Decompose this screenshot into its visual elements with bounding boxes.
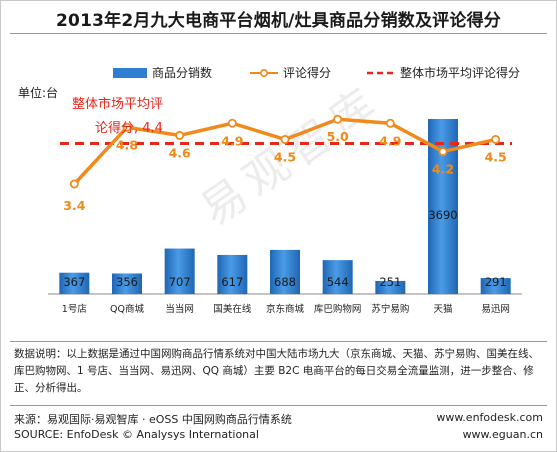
- legend-line-label: 评论得分: [283, 66, 332, 80]
- score-point-6: [385, 118, 395, 128]
- source-cn: 来源：易观国际·易观智库 · eOSS 中国网购商品行情系统: [14, 413, 292, 426]
- score-point-7: [438, 147, 448, 157]
- avg-annotation-line2: 论得分, 4.4: [95, 121, 163, 136]
- bar-4: [270, 249, 300, 294]
- score-point-1: [122, 122, 132, 132]
- score-point-5: [333, 114, 343, 124]
- note-divider: [10, 341, 547, 342]
- x-tick-label-7: 天猫: [433, 303, 452, 315]
- title-divider: [10, 33, 547, 34]
- data-note: 数据说明：以上数据是通过中国网购商品行情系统对中国大陆市场九大（京东商城、天猫、…: [14, 348, 539, 394]
- bar-3: [217, 254, 248, 294]
- bar-value-label-8: 291: [485, 275, 507, 289]
- x-tick-label-4: 京东商城: [266, 303, 305, 315]
- score-label-1: 4.8: [116, 137, 138, 152]
- score-point-0: [69, 179, 79, 189]
- bar-value-label-5: 544: [327, 275, 349, 289]
- bar-value-label-2: 707: [169, 275, 191, 289]
- legend-avg-label: 整体市场平均评论得分: [400, 66, 521, 80]
- legend-bar-label: 商品分销数: [152, 66, 213, 80]
- legend-line-swatch: [250, 68, 278, 78]
- score-point-3: [227, 118, 237, 128]
- legend-line: 评论得分: [250, 64, 331, 81]
- bar-value-label-1: 356: [116, 275, 138, 289]
- x-tick-label-8: 易迅网: [481, 304, 510, 315]
- score-label-4: 4.5: [274, 149, 296, 164]
- x-tick-label-2: 当当网: [165, 303, 194, 315]
- legend-avg: 整体市场平均评论得分: [367, 64, 520, 81]
- bar-value-label-4: 688: [274, 275, 296, 289]
- chart-title: 2013年2月九大电商平台烟机/灶具商品分销数及评论得分: [56, 11, 501, 31]
- score-label-7: 4.2: [432, 162, 454, 177]
- bar-0: [59, 272, 90, 294]
- bar-1: [112, 273, 142, 294]
- score-point-2: [175, 130, 185, 140]
- url-eguan: www.eguan.cn: [462, 428, 543, 441]
- legend-avg-swatch: [367, 68, 395, 78]
- bar-5: [322, 260, 353, 294]
- bar-6: [375, 280, 406, 294]
- footer-divider: [10, 405, 547, 406]
- score-label-5: 5.0: [327, 129, 349, 144]
- bar-2: [164, 248, 195, 294]
- bar-value-label-3: 617: [221, 275, 243, 289]
- url-enfodesk: www.enfodesk.com: [436, 411, 543, 424]
- x-tick-label-3: 国美在线: [213, 303, 252, 315]
- score-label-6: 4.9: [379, 133, 401, 148]
- x-tick-label-5: 库巴购物网: [314, 303, 362, 315]
- bar-8: [480, 278, 511, 294]
- score-label-0: 3.4: [63, 198, 85, 213]
- x-tick-label-0: 1号店: [62, 303, 87, 315]
- avg-annotation-line1: 整体市场平均评: [72, 97, 164, 112]
- score-label-2: 4.6: [169, 145, 191, 160]
- bar-value-label-0: 367: [63, 275, 85, 289]
- bar-value-label-7: 3690: [428, 208, 457, 222]
- legend-bar-swatch: [113, 67, 147, 78]
- x-tick-label-6: 苏宁易购: [371, 303, 409, 315]
- score-label-8: 4.5: [485, 149, 507, 164]
- score-point-4: [280, 134, 290, 144]
- score-point-8: [491, 134, 501, 144]
- source-en: SOURCE: EnfoDesk © Analysys Internationa…: [14, 428, 259, 441]
- bar-value-label-6: 251: [379, 275, 401, 289]
- x-tick-label-1: QQ商城: [110, 303, 144, 315]
- chart-plot: 367 1号店 356 QQ商城 707 当当网 617 国美在线 688 京东商城 544 库巴购物…: [48, 114, 522, 315]
- unit-label: 单位:台: [18, 86, 59, 100]
- score-label-3: 4.9: [221, 133, 243, 148]
- legend-bar: 商品分销数: [113, 64, 212, 81]
